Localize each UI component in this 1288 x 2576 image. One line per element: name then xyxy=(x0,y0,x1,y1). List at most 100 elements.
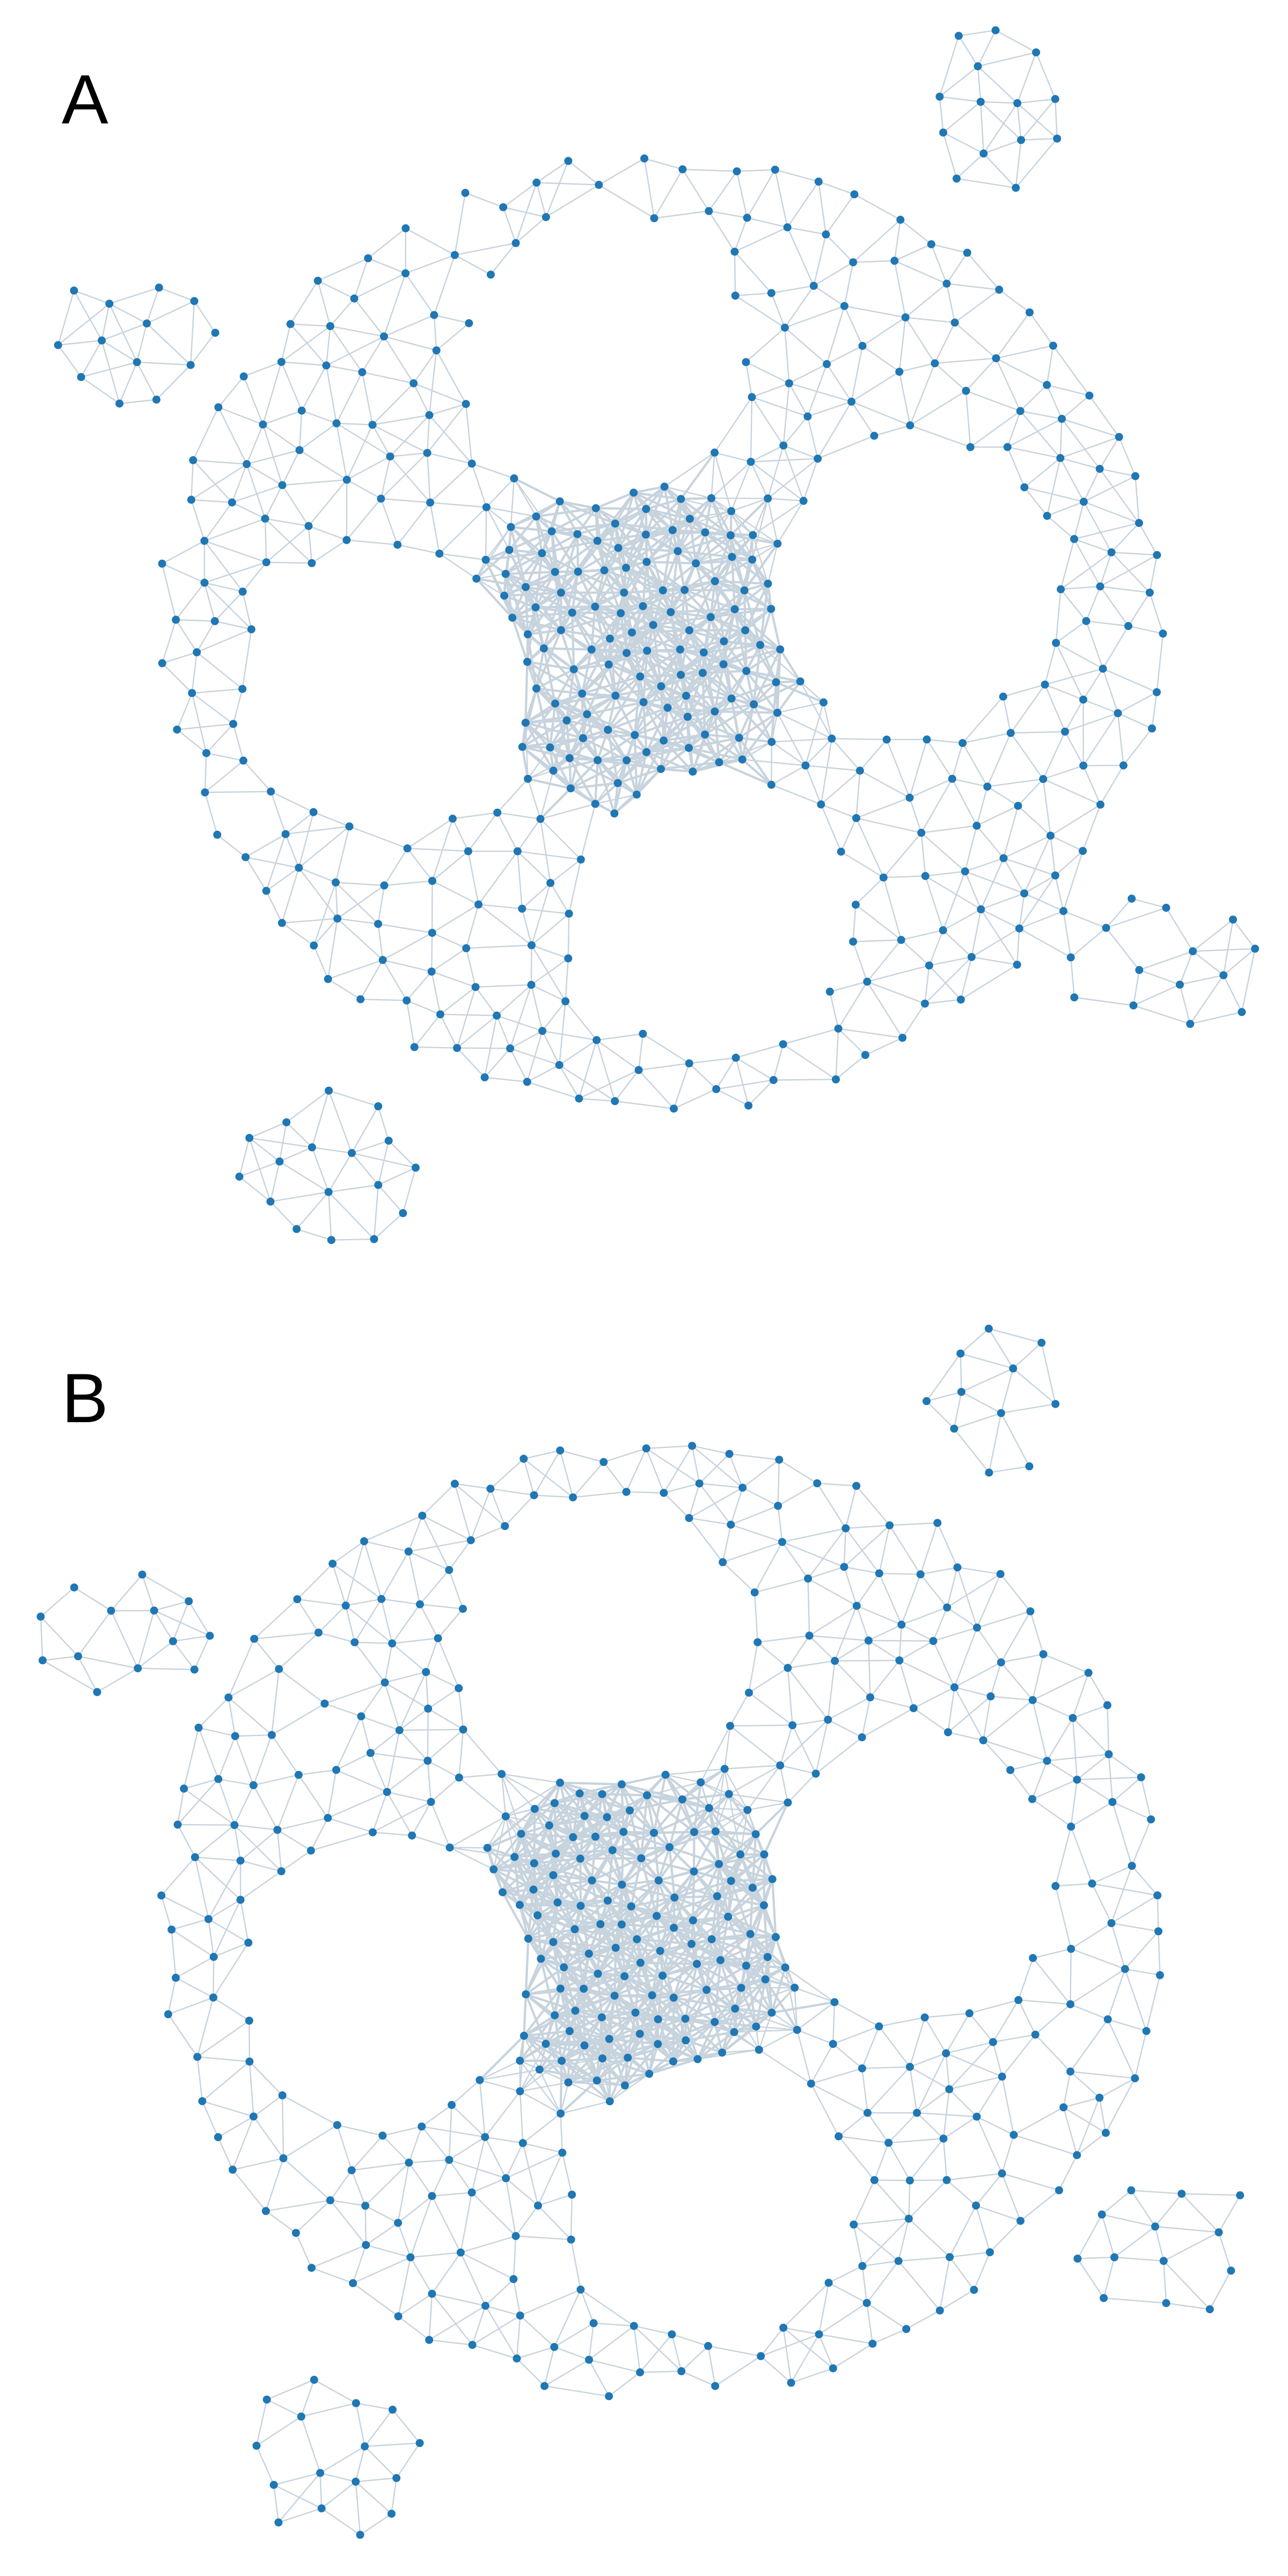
graph-edge xyxy=(1024,486,1084,503)
graph-edge xyxy=(454,254,492,275)
graph-edge xyxy=(696,1963,708,1990)
graph-node xyxy=(1016,2216,1024,2225)
graph-edge xyxy=(782,416,808,446)
graph-edge xyxy=(514,1856,559,1904)
graph-node xyxy=(143,319,151,328)
graph-edge xyxy=(591,1857,642,1882)
graph-edge xyxy=(1112,1801,1152,1820)
graph-edge xyxy=(714,1831,720,1864)
graph-edge xyxy=(541,539,598,554)
graph-edge xyxy=(1070,2019,1109,2072)
graph-edge xyxy=(175,1956,214,1979)
graph-edge xyxy=(325,326,331,366)
graph-edge xyxy=(727,1854,742,1917)
graph-edge xyxy=(519,2043,547,2092)
graph-edge xyxy=(947,1695,991,1733)
graph-edge xyxy=(952,778,978,826)
graph-edge xyxy=(924,2012,970,2018)
graph-node xyxy=(1003,443,1012,451)
graph-node xyxy=(1103,1701,1111,1709)
graph-edge xyxy=(532,1889,554,1943)
graph-edge xyxy=(694,1809,748,1833)
graph-edge xyxy=(231,464,247,503)
graph-node xyxy=(317,2504,326,2513)
graph-node xyxy=(406,2253,415,2262)
graph-edge xyxy=(335,371,363,424)
graph-edge xyxy=(820,738,833,805)
graph-edge xyxy=(486,478,515,508)
graph-edge xyxy=(691,1915,729,1945)
graph-edge xyxy=(503,206,546,218)
graph-edge xyxy=(425,1638,439,1673)
graph-edge xyxy=(624,1975,659,2020)
graph-node xyxy=(395,1726,404,1735)
graph-edge xyxy=(175,619,197,653)
graph-edge xyxy=(771,741,806,766)
graph-node xyxy=(204,1915,213,1923)
graph-edge xyxy=(1158,1931,1161,1975)
graph-edge xyxy=(1060,586,1101,590)
graph-edge xyxy=(722,609,736,665)
graph-edge xyxy=(624,2073,650,2087)
graph-node xyxy=(360,1537,368,1546)
graph-edge xyxy=(233,1825,241,1861)
graph-node xyxy=(618,1880,626,1889)
graph-edge xyxy=(738,712,778,739)
graph-edge xyxy=(964,825,978,872)
graph-edge xyxy=(554,1802,608,1819)
graph-edge xyxy=(708,210,748,218)
graph-edge xyxy=(1131,1865,1158,1896)
graph-edge xyxy=(183,1728,200,1789)
graph-node xyxy=(1031,2030,1040,2039)
graph-node xyxy=(70,286,78,295)
graph-node xyxy=(1119,761,1128,770)
graph-node xyxy=(1153,551,1161,559)
graph-edge xyxy=(957,1567,1001,1575)
graph-edge xyxy=(517,851,581,860)
graph-node xyxy=(386,452,394,461)
graph-node xyxy=(450,251,459,259)
graph-edge xyxy=(248,2021,251,2062)
graph-edge xyxy=(763,1905,777,1938)
graph-edge xyxy=(354,273,406,299)
graph-edge xyxy=(598,184,655,219)
graph-edge xyxy=(290,324,327,366)
graph-edge xyxy=(368,228,406,259)
graph-edge xyxy=(721,2025,757,2054)
graph-node xyxy=(308,559,316,567)
graph-edge xyxy=(640,1795,648,1858)
graph-node xyxy=(677,671,685,679)
graph-edge xyxy=(926,1353,961,1402)
graph-edge xyxy=(526,661,583,695)
graph-edge xyxy=(614,486,665,525)
graph-edge xyxy=(752,498,769,536)
graph-edge xyxy=(952,778,988,787)
graph-edge xyxy=(657,1831,696,1882)
graph-edge xyxy=(646,611,672,652)
graph-edge xyxy=(397,2162,410,2223)
graph-edge xyxy=(557,1879,593,1904)
graph-node xyxy=(767,289,775,297)
graph-edge xyxy=(645,707,669,753)
graph-node xyxy=(727,507,736,515)
graph-edge xyxy=(729,1453,779,1461)
graph-node xyxy=(422,1668,430,1677)
graph-node xyxy=(727,694,736,703)
graph-edge xyxy=(677,531,706,552)
graph-edge xyxy=(405,273,435,316)
graph-edge xyxy=(398,2257,412,2317)
graph-node xyxy=(724,1790,733,1798)
graph-node xyxy=(399,1209,407,1217)
graph-edge xyxy=(638,1034,644,1071)
graph-edge xyxy=(372,1791,388,1833)
graph-edge xyxy=(335,826,350,883)
graph-edge xyxy=(463,1729,502,1775)
graph-edge xyxy=(992,2041,1003,2077)
graph-edge xyxy=(509,984,532,1049)
graph-edge xyxy=(723,640,760,646)
graph-edge xyxy=(536,182,547,217)
graph-edge xyxy=(171,1929,177,1978)
graph-edge xyxy=(1076,2097,1100,2156)
graph-node xyxy=(432,346,441,355)
graph-edge xyxy=(545,2043,569,2083)
